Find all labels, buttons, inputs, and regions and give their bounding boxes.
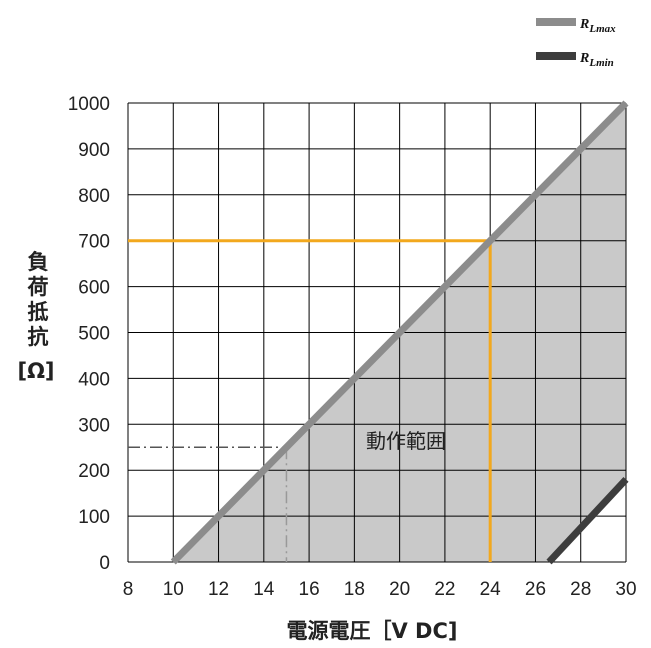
legend-label-rlmax: RLmax [579,17,616,35]
legend-swatch-rlmax [536,18,576,26]
x-tick-label: 22 [434,579,455,600]
x-tick-label: 20 [389,579,410,600]
series-line-rlmin [546,476,629,565]
legend-label-main: R [579,17,589,32]
legend-swatch-rlmin [536,52,576,60]
series-line-rlmax [170,100,629,565]
x-tick-label: 30 [615,579,636,600]
y-axis-title-unit: [Ω] [17,359,54,383]
y-tick-label: 200 [78,461,110,482]
y-tick-label: 400 [78,369,110,390]
y-axis-title-char: 抵 [28,300,49,324]
y-axis-title-char: 抗 [28,325,49,349]
x-tick-label: 26 [525,579,546,600]
y-axis-title-char: 負 [28,250,49,274]
y-tick-label: 100 [78,507,110,528]
y-tick-label: 300 [78,415,110,436]
y-tick-label: 600 [78,278,110,299]
x-tick-label: 16 [299,579,320,600]
legend-label-sub: Lmin [588,57,613,69]
legend: RLmax RLmin [536,17,616,69]
y-tick-labels: 0 100 200 300 400 500 600 700 800 900 1000 [68,94,110,574]
y-tick-label: 700 [78,232,110,253]
x-tick-label: 24 [480,579,502,600]
x-tick-label: 14 [253,579,275,600]
x-tick-label: 12 [208,579,229,600]
x-tick-label: 28 [570,579,591,600]
y-tick-label: 800 [78,186,110,207]
legend-label-rlmin: RLmin [579,51,614,69]
legend-label-main: R [579,51,589,66]
x-tick-label: 8 [123,579,134,600]
y-tick-label: 0 [99,553,110,574]
x-tick-labels: 8 10 12 14 16 18 20 22 24 26 28 30 [123,579,637,600]
grid-layer [127,102,627,563]
legend-label-sub: Lmax [588,23,616,35]
y-tick-label: 900 [78,140,110,161]
x-axis-title: 電源電圧［V DC] [286,619,457,643]
x-tick-label: 18 [344,579,365,600]
y-axis-title: 負 荷 抵 抗 [Ω] [17,250,54,383]
x-tick-label: 10 [163,579,184,600]
y-tick-label: 1000 [68,94,110,115]
y-axis-title-char: 荷 [28,275,49,299]
series-layer [170,100,629,565]
y-tick-label: 500 [78,324,110,345]
operating-region-label: 動作範囲 [366,429,446,453]
